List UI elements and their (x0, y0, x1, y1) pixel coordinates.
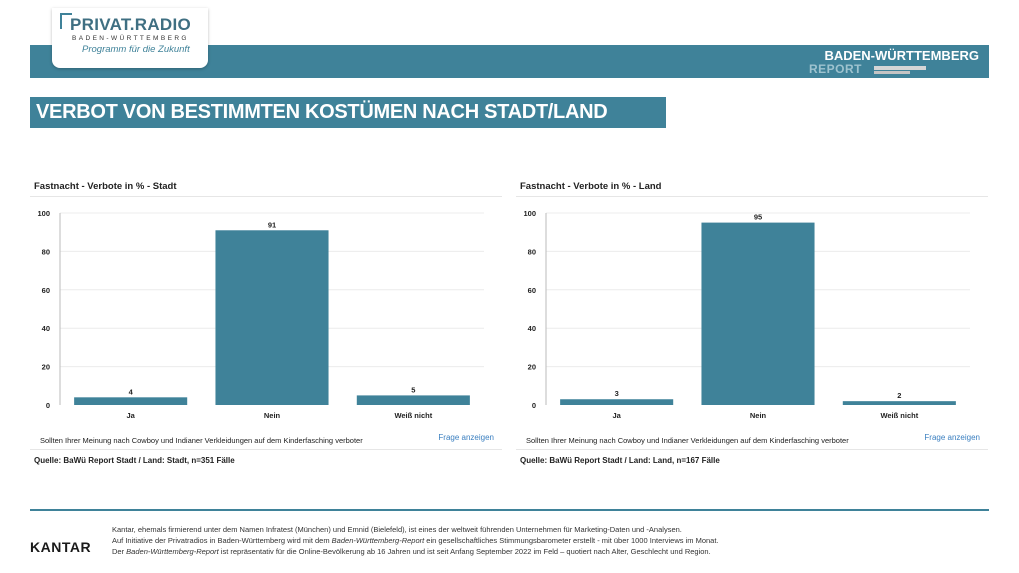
source-note: Quelle: BaWü Report Stadt / Land: Stadt,… (34, 456, 235, 465)
y-tick-label: 40 (42, 324, 50, 333)
y-tick-label: 0 (532, 401, 536, 410)
data-label: 2 (897, 391, 901, 400)
footer-line-1: Kantar, ehemals firmierend unter dem Nam… (112, 525, 682, 534)
report-title: BADEN-WÜRTTEMBERG (824, 48, 979, 63)
bar-chart-land: 0 20 40 60 80 100 3 Ja 95 Nein 2 Weiß nicht (523, 209, 970, 420)
x-tick-label: Nein (750, 411, 767, 420)
x-tick-label: Weiß nicht (880, 411, 918, 420)
x-tick-label: Weiß nicht (394, 411, 432, 420)
source-note: Quelle: BaWü Report Stadt / Land: Land, … (520, 456, 720, 465)
kantar-logo: KANTAR (30, 539, 92, 555)
data-label: 95 (754, 213, 762, 222)
report-subtitle: REPORT (809, 62, 863, 76)
data-label: 4 (129, 387, 134, 396)
bar (356, 395, 470, 405)
bar-chart-stadt: 0 20 40 60 80 100 4 Ja 91 Nein 5 Weiß nicht (37, 209, 484, 420)
y-tick-label: 40 (528, 324, 536, 333)
report-logo-bar (874, 66, 926, 70)
y-tick-label: 60 (528, 286, 536, 295)
question-text: Sollten Ihrer Meinung nach Cowboy und In… (526, 436, 849, 445)
bar (701, 222, 815, 405)
y-tick-label: 80 (42, 247, 50, 256)
x-tick-label: Ja (126, 411, 135, 420)
logo-bracket-icon (60, 13, 72, 29)
footer-line-3: Der Baden-Württemberg-Report ist repräse… (112, 547, 711, 556)
y-tick-label: 20 (42, 363, 50, 372)
report-logo-bar-2 (874, 71, 910, 74)
data-label: 5 (411, 385, 415, 394)
logo-slogan: Programm für die Zukunft (82, 44, 190, 55)
footer-text: Kantar, ehemals firmierend unter dem Nam… (112, 524, 719, 557)
show-question-link[interactable]: Frage anzeigen (924, 433, 980, 442)
divider (516, 449, 988, 450)
y-tick-label: 80 (528, 247, 536, 256)
bar (560, 399, 674, 405)
bar (74, 397, 188, 405)
y-tick-label: 100 (523, 209, 536, 218)
y-tick-label: 0 (46, 401, 50, 410)
data-label: 3 (615, 389, 619, 398)
y-tick-label: 100 (37, 209, 50, 218)
bar (215, 230, 329, 405)
y-tick-label: 60 (42, 286, 50, 295)
divider (30, 196, 502, 197)
page-headline: VERBOT VON BESTIMMTEN KOSTÜMEN NACH STAD… (30, 97, 666, 128)
footer-divider (30, 509, 989, 511)
chart-title: Fastnacht - Verbote in % - Land (520, 181, 662, 192)
x-tick-label: Nein (264, 411, 281, 420)
bar (842, 401, 956, 405)
logo-region: BADEN-WÜRTTEMBERG (72, 35, 189, 42)
question-text: Sollten Ihrer Meinung nach Cowboy und In… (40, 436, 363, 445)
footer-line-2: Auf Initiative der Privatradios in Baden… (112, 536, 719, 545)
privat-radio-logo: PRIVAT.RADIO BADEN-WÜRTTEMBERG Programm … (52, 8, 208, 68)
chart-panel-stadt: Fastnacht - Verbote in % - Stadt 0 20 40 60… (26, 175, 502, 473)
chart-panel-land: Fastnacht - Verbote in % - Land 0 20 40 60 8… (512, 175, 988, 473)
divider (30, 449, 502, 450)
x-tick-label: Ja (612, 411, 621, 420)
y-tick-label: 20 (528, 363, 536, 372)
logo-name: PRIVAT.RADIO (70, 15, 192, 34)
data-label: 91 (268, 220, 276, 229)
show-question-link[interactable]: Frage anzeigen (438, 433, 494, 442)
divider (516, 196, 988, 197)
chart-title: Fastnacht - Verbote in % - Stadt (34, 181, 177, 192)
